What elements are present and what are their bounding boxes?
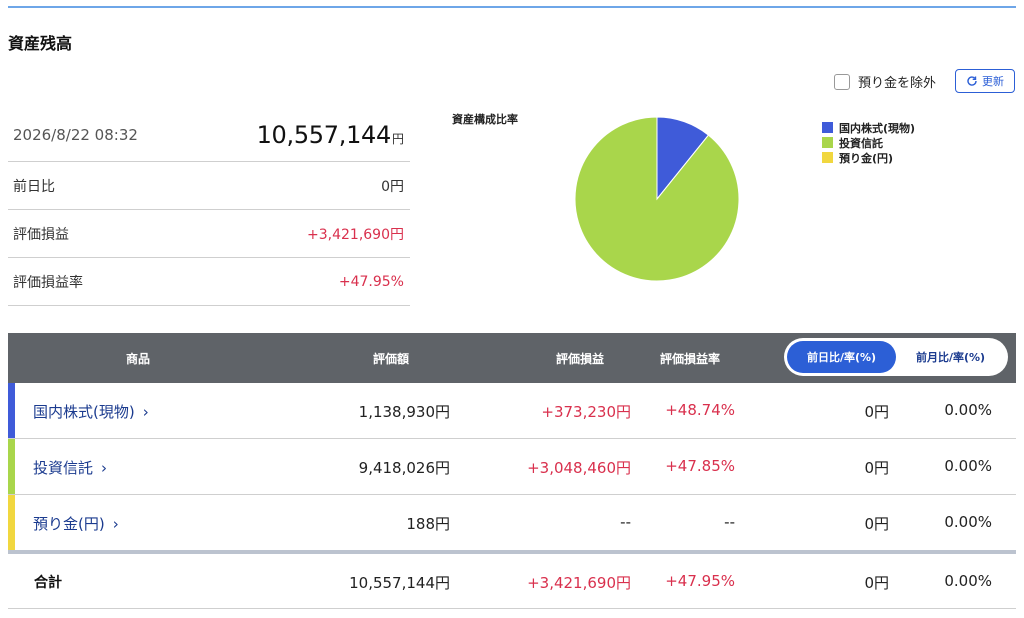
cell-day-change: 0円 bbox=[864, 515, 889, 533]
cell-rate: +47.85% bbox=[665, 457, 735, 475]
table-total-row: 合計 10,557,144円 +3,421,690円 +47.95% 0円 0.… bbox=[8, 554, 1016, 609]
product-name: 国内株式(現物) bbox=[33, 403, 135, 421]
cell-pl: -- bbox=[620, 513, 631, 531]
legend-item: 投資信託 bbox=[822, 135, 915, 150]
total-asset-value: 10,557,144円 bbox=[257, 121, 404, 149]
summary-value: 0円 bbox=[381, 178, 404, 195]
asset-table: 商品 評価額 評価損益 評価損益率 前日比/率(%) 前月比/率(%) 国内株式… bbox=[8, 333, 1016, 609]
table-row: 投資信託 › 9,418,026円 +3,048,460円 +47.85% 0円 … bbox=[8, 439, 1016, 495]
as-of-date: 2026/8/22 08:32 bbox=[13, 125, 138, 144]
table-header: 商品 評価額 評価損益 評価損益率 前日比/率(%) 前月比/率(%) bbox=[8, 333, 1016, 383]
category-color-bar bbox=[8, 383, 15, 438]
chart-title: 資産構成比率 bbox=[452, 113, 518, 126]
legend-label: 預り金(円) bbox=[839, 151, 894, 165]
exclude-deposit-toggle[interactable]: 預り金を除外 bbox=[834, 72, 936, 91]
cell-pl: +373,230円 bbox=[541, 403, 631, 421]
cell-day-rate: 0.00% bbox=[944, 401, 992, 419]
header-rate: 評価損益率 bbox=[660, 351, 721, 366]
chevron-right-icon: › bbox=[142, 403, 149, 421]
cell-day-change: 0円 bbox=[864, 574, 889, 592]
chevron-right-icon: › bbox=[101, 459, 108, 477]
summary-label: 評価損益率 bbox=[13, 274, 83, 291]
product-name: 投資信託 bbox=[33, 459, 94, 477]
header-value: 評価額 bbox=[373, 351, 410, 366]
category-color-bar bbox=[8, 439, 15, 494]
cell-day-change: 0円 bbox=[864, 459, 889, 477]
total-label: 合計 bbox=[34, 575, 62, 591]
cell-rate: +47.95% bbox=[665, 572, 735, 590]
summary-row-unrealized-pl: 評価損益 +3,421,690円 bbox=[8, 210, 410, 258]
cell-pl: +3,048,460円 bbox=[527, 459, 631, 477]
table-row: 預り金(円) › 188円 -- -- 0円 0.00% bbox=[8, 495, 1016, 550]
product-link-domestic-stock[interactable]: 国内株式(現物) › bbox=[33, 401, 149, 422]
summary-total-row: 2026/8/22 08:32 10,557,144円 bbox=[8, 108, 410, 162]
legend-swatch bbox=[822, 137, 833, 148]
summary-row-day-change: 前日比 0円 bbox=[8, 162, 410, 210]
refresh-button[interactable]: 更新 bbox=[955, 69, 1015, 93]
cell-rate: -- bbox=[724, 513, 735, 531]
asset-allocation-pie bbox=[574, 116, 740, 282]
cell-day-rate: 0.00% bbox=[944, 457, 992, 475]
cell-day-rate: 0.00% bbox=[944, 572, 992, 590]
legend-swatch bbox=[822, 122, 833, 133]
exclude-deposit-label: 預り金を除外 bbox=[858, 76, 937, 91]
total-asset-unit: 円 bbox=[391, 131, 404, 146]
cell-rate: +48.74% bbox=[665, 401, 735, 419]
cell-value: 1,138,930円 bbox=[358, 403, 450, 421]
cell-pl: +3,421,690円 bbox=[527, 574, 631, 592]
total-asset-amount: 10,557,144 bbox=[256, 120, 392, 149]
header-pl: 評価損益 bbox=[556, 351, 605, 366]
chevron-right-icon: › bbox=[112, 515, 119, 533]
legend-swatch bbox=[822, 152, 833, 163]
product-link-cash-deposit[interactable]: 預り金(円) › bbox=[33, 513, 119, 534]
legend-label: 国内株式(現物) bbox=[839, 121, 916, 135]
legend-label: 投資信託 bbox=[839, 136, 883, 150]
exclude-deposit-checkbox[interactable] bbox=[834, 73, 850, 90]
cell-day-change: 0円 bbox=[864, 403, 889, 421]
summary-label: 前日比 bbox=[13, 178, 55, 195]
summary-row-unrealized-rate: 評価損益率 +47.95% bbox=[8, 258, 410, 306]
summary-value: +47.95% bbox=[338, 273, 404, 290]
category-color-bar bbox=[8, 495, 15, 550]
cell-value: 10,557,144円 bbox=[349, 574, 450, 592]
table-row: 国内株式(現物) › 1,138,930円 +373,230円 +48.74% 0… bbox=[8, 383, 1016, 439]
product-link-investment-trust[interactable]: 投資信託 › bbox=[33, 457, 107, 478]
refresh-icon bbox=[967, 76, 977, 86]
cell-value: 188円 bbox=[406, 515, 450, 533]
summary-label: 評価損益 bbox=[13, 226, 69, 243]
legend-item: 預り金(円) bbox=[822, 150, 915, 165]
page-title: 資産残高 bbox=[8, 34, 73, 53]
cell-value: 9,418,026円 bbox=[358, 459, 450, 477]
toggle-month-change[interactable]: 前月比/率(%) bbox=[915, 351, 986, 364]
product-name: 預り金(円) bbox=[33, 515, 105, 533]
refresh-label: 更新 bbox=[982, 75, 1004, 88]
summary-value: +3,421,690円 bbox=[307, 226, 404, 243]
chart-legend: 国内株式(現物) 投資信託 預り金(円) bbox=[822, 120, 915, 165]
toggle-day-change[interactable]: 前日比/率(%) bbox=[787, 341, 896, 373]
comparison-toggle: 前日比/率(%) 前月比/率(%) bbox=[784, 338, 1008, 376]
top-divider bbox=[8, 6, 1016, 8]
total-separator bbox=[8, 550, 1016, 554]
legend-item: 国内株式(現物) bbox=[822, 120, 915, 135]
summary-panel: 2026/8/22 08:32 10,557,144円 前日比 0円 評価損益 … bbox=[8, 108, 410, 306]
cell-day-rate: 0.00% bbox=[944, 513, 992, 531]
header-product: 商品 bbox=[126, 351, 151, 366]
